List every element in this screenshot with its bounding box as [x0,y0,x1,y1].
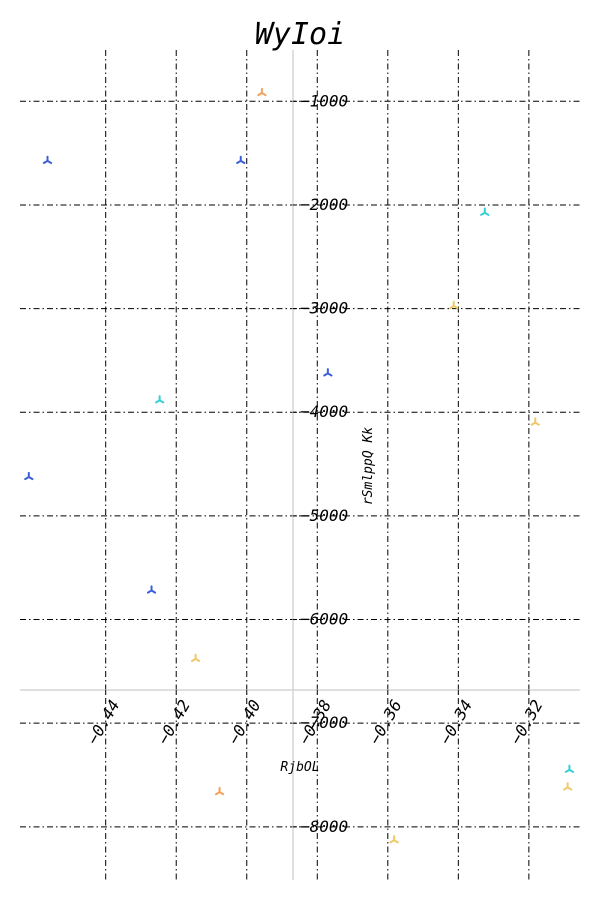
x-tick-label: −0.34 [436,697,477,748]
data-point [530,417,540,426]
data-point [449,300,459,310]
data-points [24,87,575,844]
x-tick-label: −0.40 [224,697,265,748]
x-axis-label: RjbOL [280,760,319,775]
y-tick-label: −1000 [300,91,348,110]
data-point [480,207,490,216]
x-tick-label: −0.32 [506,697,547,748]
data-point [323,368,333,377]
y-gridlines [20,100,580,828]
data-point [146,585,157,594]
data-point [257,87,267,97]
y-tick-label: −2000 [300,195,348,214]
y-tick-label: −3000 [300,299,348,318]
y-axis-label: rSmlppQ Kk [361,427,376,505]
x-tick-label: −0.36 [365,697,406,748]
x-tick-label: −0.42 [154,697,195,748]
data-point [154,395,165,404]
data-point [190,653,201,663]
data-point [236,155,246,165]
y-tick-label: −7000 [300,713,348,732]
data-point [389,835,399,844]
y-tick-labels: −1000 −2000 −3000 −4000 −5000 −6000 −7000 −8000 [293,91,348,836]
y-tick-label: −8000 [300,817,348,836]
x-gridlines [105,50,530,880]
x-tick-label: −0.44 [83,697,124,748]
data-point [564,764,575,773]
data-point [214,786,225,796]
y-tick-label: −6000 [300,610,348,629]
data-point [24,471,34,481]
chart-title: WyIoi [255,17,345,52]
data-point [563,782,573,791]
y-tick-label: −5000 [300,506,348,525]
y-tick-label: −4000 [300,402,348,421]
data-point [42,155,53,165]
